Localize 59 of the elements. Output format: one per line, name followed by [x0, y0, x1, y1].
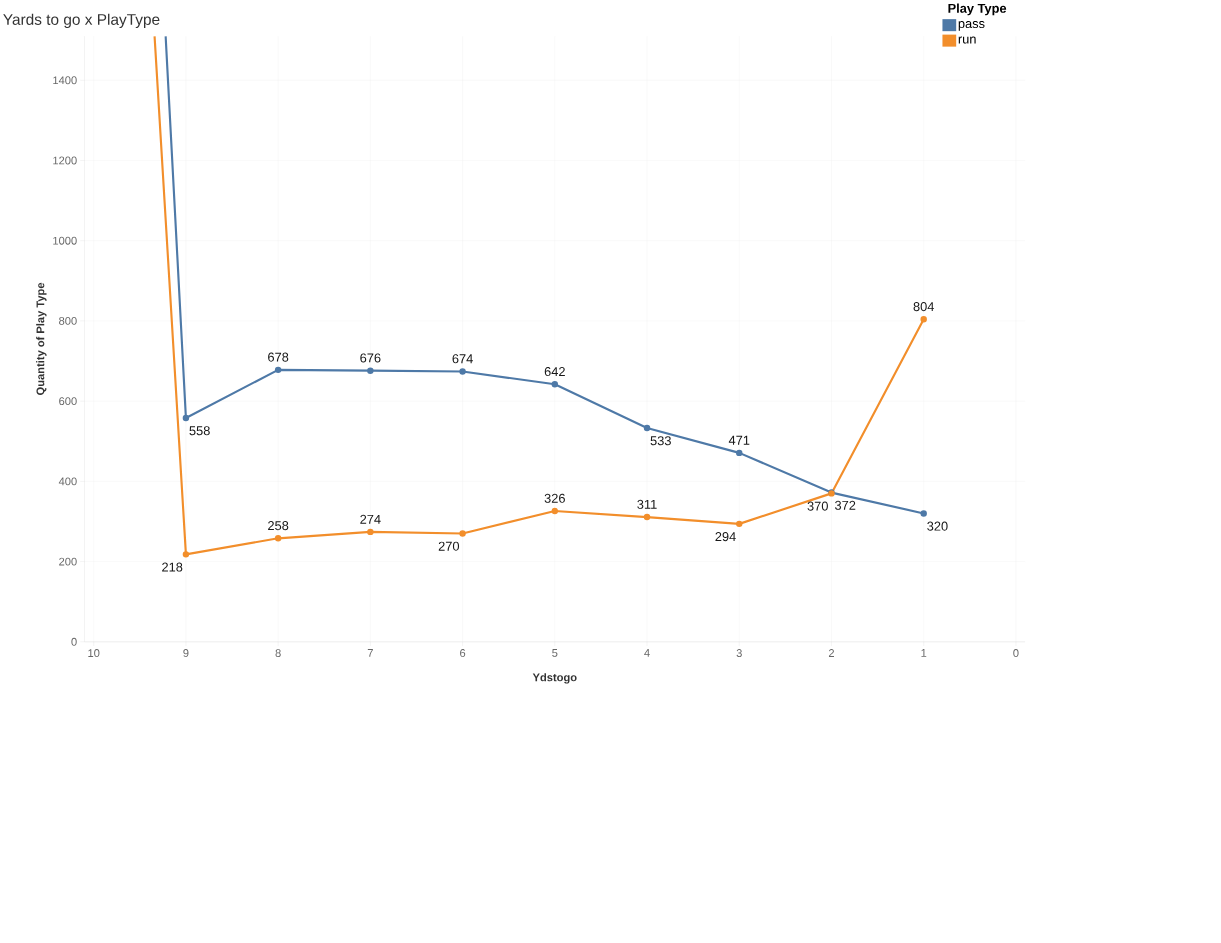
point	[736, 520, 743, 528]
data-label: 294	[715, 532, 736, 542]
x-tick-label: 7	[367, 649, 373, 657]
point	[736, 449, 743, 457]
x-tick-label: 0	[1013, 649, 1019, 658]
point	[643, 424, 651, 432]
data-label: 804	[913, 302, 935, 312]
point	[459, 530, 466, 537]
x-tick-label: 6	[460, 649, 466, 658]
data-label: 370	[807, 501, 828, 511]
x-tick-label: 4	[644, 649, 650, 657]
data-label: 218	[162, 562, 183, 572]
data-label: 676	[360, 353, 381, 363]
y-tick-label: 600	[59, 397, 77, 406]
data-label: 320	[927, 521, 948, 531]
legend-label: pass	[958, 21, 985, 31]
data-label: 311	[637, 499, 657, 510]
y-axis-title: Quantity of Play Type	[36, 283, 47, 396]
data-label: 558	[189, 426, 210, 436]
y-tick-label: 400	[58, 477, 77, 486]
point	[459, 368, 466, 375]
x-tick-label: 10	[88, 649, 100, 658]
point	[182, 414, 190, 422]
data-label: 274	[360, 514, 381, 524]
x-axis-title: Ydstogo	[532, 673, 577, 684]
x-tick-label: 9	[183, 649, 189, 658]
point	[274, 366, 282, 374]
data-label: 270	[438, 541, 460, 551]
y-tick-label: 1400	[53, 76, 77, 85]
y-tick-label: 200	[59, 557, 77, 566]
y-tick-label: 0	[71, 638, 77, 646]
point	[367, 367, 374, 375]
x-tick-label: 2	[828, 649, 835, 658]
point	[551, 381, 559, 388]
legend-label: run	[958, 36, 976, 44]
data-label: 678	[268, 352, 289, 362]
point	[920, 510, 927, 517]
data-label: 258	[268, 521, 289, 531]
point	[920, 316, 927, 323]
data-label: 533	[650, 436, 671, 446]
data-label: 642	[544, 367, 565, 377]
x-tick-label: 1	[921, 649, 927, 657]
point	[551, 508, 559, 515]
data-label: 326	[544, 493, 565, 504]
x-tick-label: 8	[275, 649, 281, 658]
x-tick-label: 3	[736, 649, 742, 658]
y-tick-label: 1000	[53, 236, 77, 245]
point	[274, 535, 282, 542]
y-tick-label: 800	[59, 317, 77, 326]
point	[182, 551, 190, 558]
point	[643, 514, 651, 521]
data-label: 372	[834, 500, 856, 511]
point	[367, 528, 374, 536]
data-label: 674	[452, 354, 473, 364]
data-label: 471	[728, 436, 750, 445]
x-tick-label: 5	[552, 649, 558, 658]
legend-title: Play Type	[948, 3, 1007, 16]
chart-title: Yards to go x PlayType	[3, 13, 160, 29]
y-tick-label: 1200	[53, 156, 77, 165]
